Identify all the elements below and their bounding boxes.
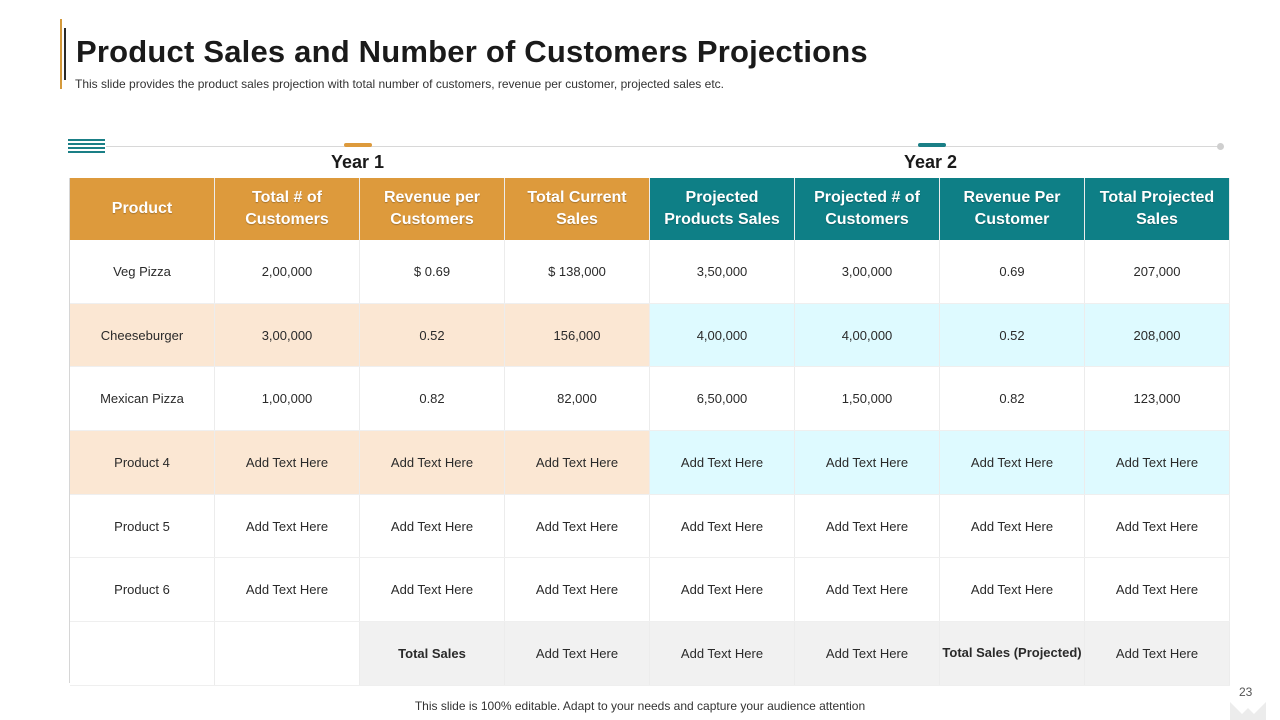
table-cell: 4,00,000 <box>649 303 795 368</box>
table-cell: $ 138,000 <box>504 240 650 304</box>
table-cell: Add Text Here <box>504 430 650 495</box>
table-cell: Add Text Here <box>649 494 795 559</box>
page-title: Product Sales and Number of Customers Pr… <box>76 34 868 69</box>
table-cell: Add Text Here <box>214 430 360 495</box>
footer-note: This slide is 100% editable. Adapt to yo… <box>414 699 866 713</box>
table-cell: 82,000 <box>504 366 650 432</box>
table-cell: Mexican Pizza <box>70 366 215 432</box>
table-cell: Add Text Here <box>649 430 795 495</box>
totals-row: Total Sales Add Text Here Add Text Here … <box>70 621 1230 686</box>
table-cell: Add Text Here <box>504 557 650 623</box>
table-cell: Add Text Here <box>214 494 360 559</box>
table-cell: Add Text Here <box>1084 557 1230 623</box>
table-cell: Product 6 <box>70 557 215 623</box>
header-total-current-sales: Total Current Sales <box>504 178 650 240</box>
table-row: Product 5 Add Text Here Add Text Here Ad… <box>70 494 1230 559</box>
total-sales-label: Total Sales <box>359 621 505 686</box>
table-header-row: Product Total # of Customers Revenue per… <box>70 178 1230 240</box>
year2-marker <box>918 143 946 147</box>
table-cell: 0.82 <box>359 366 505 432</box>
table-cell: Add Text Here <box>939 557 1085 623</box>
table-cell: Add Text Here <box>939 494 1085 559</box>
year1-marker <box>344 143 372 147</box>
table-cell: Add Text Here <box>504 494 650 559</box>
table-cell: 123,000 <box>1084 366 1230 432</box>
table-cell: 0.82 <box>939 366 1085 432</box>
year2-label: Year 2 <box>904 152 958 172</box>
total-projected-customers-cell: Add Text Here <box>794 621 940 686</box>
projection-table: Product Total # of Customers Revenue per… <box>70 178 1230 686</box>
total-projected-sales-cell: Add Text Here <box>1084 621 1230 686</box>
table-cell: 3,50,000 <box>649 240 795 304</box>
table-cell: 208,000 <box>1084 303 1230 368</box>
page-number: 23 <box>1239 685 1253 699</box>
table-cell: Add Text Here <box>214 557 360 623</box>
header-total-customers: Total # of Customers <box>214 178 360 240</box>
table-cell: 1,00,000 <box>214 366 360 432</box>
table-cell: 1,50,000 <box>794 366 940 432</box>
year1-label: Year 1 <box>331 152 385 172</box>
table-cell: 0.52 <box>939 303 1085 368</box>
table-cell: 156,000 <box>504 303 650 368</box>
table-cell: Add Text Here <box>1084 494 1230 559</box>
table-row: Product 6 Add Text Here Add Text Here Ad… <box>70 557 1230 623</box>
table-cell: Add Text Here <box>359 494 505 559</box>
table-row: Veg Pizza 2,00,000 $ 0.69 $ 138,000 3,50… <box>70 240 1230 304</box>
title-accent-line <box>64 28 66 80</box>
table-cell: 2,00,000 <box>214 240 360 304</box>
table-cell: 4,00,000 <box>794 303 940 368</box>
table-cell: 0.52 <box>359 303 505 368</box>
empty-cell <box>214 621 360 686</box>
table-cell: Add Text Here <box>359 557 505 623</box>
title-accent-bar <box>60 19 62 89</box>
table-row: Product 4 Add Text Here Add Text Here Ad… <box>70 430 1230 495</box>
table-cell: Add Text Here <box>794 494 940 559</box>
table-row: Cheeseburger 3,00,000 0.52 156,000 4,00,… <box>70 303 1230 368</box>
table-cell: 3,00,000 <box>214 303 360 368</box>
table-cell: 6,50,000 <box>649 366 795 432</box>
table-row: Mexican Pizza 1,00,000 0.82 82,000 6,50,… <box>70 366 1230 432</box>
table-cell: Veg Pizza <box>70 240 215 304</box>
table-cell: Add Text Here <box>794 430 940 495</box>
timeline-end-dot <box>1217 143 1224 150</box>
table-cell: 207,000 <box>1084 240 1230 304</box>
header-product: Product <box>70 178 215 240</box>
header-revenue-per-customer: Revenue Per Customer <box>939 178 1085 240</box>
menu-lines-icon <box>68 139 105 155</box>
table-cell: Product 4 <box>70 430 215 495</box>
table-left-border <box>69 178 70 683</box>
table-cell: $ 0.69 <box>359 240 505 304</box>
table-cell: Add Text Here <box>939 430 1085 495</box>
header-projected-products-sales: Projected Products Sales <box>649 178 795 240</box>
total-projected-products-sales-cell: Add Text Here <box>649 621 795 686</box>
table-cell: 3,00,000 <box>794 240 940 304</box>
table-cell: Add Text Here <box>794 557 940 623</box>
header-revenue-per-customers: Revenue per Customers <box>359 178 505 240</box>
corner-logo-icon <box>1230 702 1266 720</box>
table-cell: Add Text Here <box>1084 430 1230 495</box>
table-cell: Cheeseburger <box>70 303 215 368</box>
table-cell: Add Text Here <box>649 557 795 623</box>
timeline-line <box>106 146 1220 147</box>
empty-cell <box>70 621 215 686</box>
total-sales-projected-label: Total Sales (Projected) <box>939 621 1085 686</box>
table-cell: 0.69 <box>939 240 1085 304</box>
total-current-sales-cell: Add Text Here <box>504 621 650 686</box>
table-cell: Product 5 <box>70 494 215 559</box>
page-subtitle: This slide provides the product sales pr… <box>75 77 724 91</box>
header-projected-customers: Projected # of Customers <box>794 178 940 240</box>
header-total-projected-sales: Total Projected Sales <box>1084 178 1230 240</box>
table-cell: Add Text Here <box>359 430 505 495</box>
